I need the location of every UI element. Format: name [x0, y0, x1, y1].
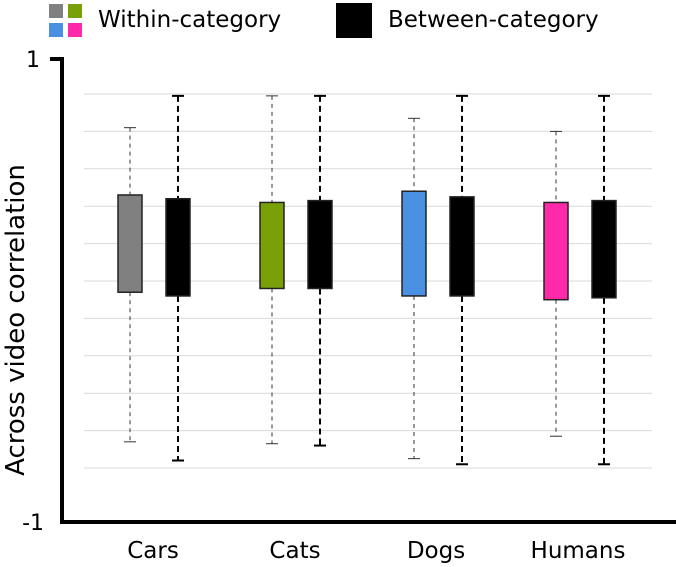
x-tick-label-cats: Cats: [269, 538, 320, 564]
box-body: [591, 199, 617, 299]
legend-swatch-within-0: [49, 4, 63, 18]
x-tick-label-dogs: Dogs: [407, 538, 465, 564]
legend-label-between: Between-category: [388, 7, 599, 33]
box-dogs-between: [449, 94, 475, 466]
box-dogs-within: [401, 117, 427, 460]
x-tick-label-cars: Cars: [127, 538, 179, 564]
box-body: [117, 194, 143, 293]
x-tick-label-humans: Humans: [531, 538, 626, 564]
legend-swatch-within: [49, 4, 82, 37]
box-cats-between: [307, 94, 333, 447]
y-tick-label-bottom: -1: [22, 511, 44, 536]
legend-swatch-between: [336, 3, 372, 38]
legend-swatch-within-2: [49, 23, 63, 37]
legend-swatch-within-3: [68, 23, 82, 37]
box-body: [543, 201, 569, 301]
boxes: [117, 94, 617, 466]
box-body: [449, 196, 475, 297]
box-humans-within: [543, 130, 569, 437]
legend-label-within: Within-category: [98, 7, 281, 33]
box-cars-within: [117, 127, 143, 443]
box-cars-between: [165, 94, 191, 462]
box-cats-within: [259, 95, 285, 445]
box-body: [307, 199, 333, 290]
legend-swatch-within-1: [68, 4, 82, 18]
box-humans-between: [591, 94, 617, 466]
box-body: [165, 197, 191, 297]
box-body: [401, 190, 427, 297]
y-axis-label: Across video correlation: [1, 164, 31, 476]
x-tick-labels: Cars Cats Dogs Humans: [127, 538, 625, 564]
y-tick-label-top: 1: [26, 48, 40, 73]
box-body: [259, 201, 285, 290]
legend: Within-category Between-category: [49, 3, 599, 38]
